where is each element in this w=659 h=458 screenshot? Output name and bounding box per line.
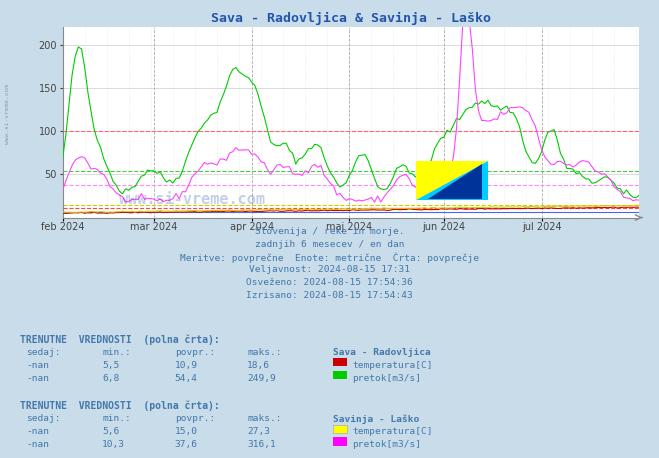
Text: zadnjih 6 mesecev / en dan: zadnjih 6 mesecev / en dan (255, 240, 404, 249)
Text: pretok[m3/s]: pretok[m3/s] (353, 374, 422, 383)
Text: www.si-vreme.com: www.si-vreme.com (5, 84, 11, 145)
Text: 6,8: 6,8 (102, 374, 119, 383)
Text: 15,0: 15,0 (175, 427, 198, 436)
Text: 249,9: 249,9 (247, 374, 276, 383)
Title: Sava - Radovljica & Savinja - Laško: Sava - Radovljica & Savinja - Laško (211, 12, 491, 25)
Text: sedaj:: sedaj: (26, 348, 61, 357)
Text: povpr.:: povpr.: (175, 348, 215, 357)
Text: Slovenija / reke in morje.: Slovenija / reke in morje. (255, 227, 404, 236)
Text: 18,6: 18,6 (247, 361, 270, 370)
Text: maks.:: maks.: (247, 348, 281, 357)
Text: www.si-vreme.com: www.si-vreme.com (119, 192, 266, 207)
Text: Sava - Radovljica: Sava - Radovljica (333, 348, 430, 357)
Text: Veljavnost: 2024-08-15 17:31: Veljavnost: 2024-08-15 17:31 (249, 265, 410, 274)
Polygon shape (416, 161, 488, 200)
Text: Meritve: povprečne  Enote: metrične  Črta: povprečje: Meritve: povprečne Enote: metrične Črta:… (180, 252, 479, 263)
Text: temperatura[C]: temperatura[C] (353, 361, 433, 370)
Text: pretok[m3/s]: pretok[m3/s] (353, 440, 422, 449)
Text: 54,4: 54,4 (175, 374, 198, 383)
Text: min.:: min.: (102, 348, 131, 357)
Text: -nan: -nan (26, 427, 49, 436)
Text: 5,6: 5,6 (102, 427, 119, 436)
Text: 27,3: 27,3 (247, 427, 270, 436)
Text: povpr.:: povpr.: (175, 414, 215, 424)
Text: maks.:: maks.: (247, 414, 281, 424)
Polygon shape (428, 164, 482, 199)
Text: 10,3: 10,3 (102, 440, 125, 449)
Text: TRENUTNE  VREDNOSTI  (polna črta):: TRENUTNE VREDNOSTI (polna črta): (20, 334, 219, 345)
Text: 10,9: 10,9 (175, 361, 198, 370)
Text: Savinja - Laško: Savinja - Laško (333, 414, 419, 424)
Text: Osveženo: 2024-08-15 17:54:36: Osveženo: 2024-08-15 17:54:36 (246, 278, 413, 287)
Text: sedaj:: sedaj: (26, 414, 61, 424)
Text: 37,6: 37,6 (175, 440, 198, 449)
Text: -nan: -nan (26, 361, 49, 370)
Text: TRENUTNE  VREDNOSTI  (polna črta):: TRENUTNE VREDNOSTI (polna črta): (20, 401, 219, 411)
Text: -nan: -nan (26, 374, 49, 383)
Text: temperatura[C]: temperatura[C] (353, 427, 433, 436)
Polygon shape (416, 161, 488, 200)
Text: min.:: min.: (102, 414, 131, 424)
Text: 316,1: 316,1 (247, 440, 276, 449)
Text: 5,5: 5,5 (102, 361, 119, 370)
Text: Izrisano: 2024-08-15 17:54:43: Izrisano: 2024-08-15 17:54:43 (246, 291, 413, 300)
Text: -nan: -nan (26, 440, 49, 449)
